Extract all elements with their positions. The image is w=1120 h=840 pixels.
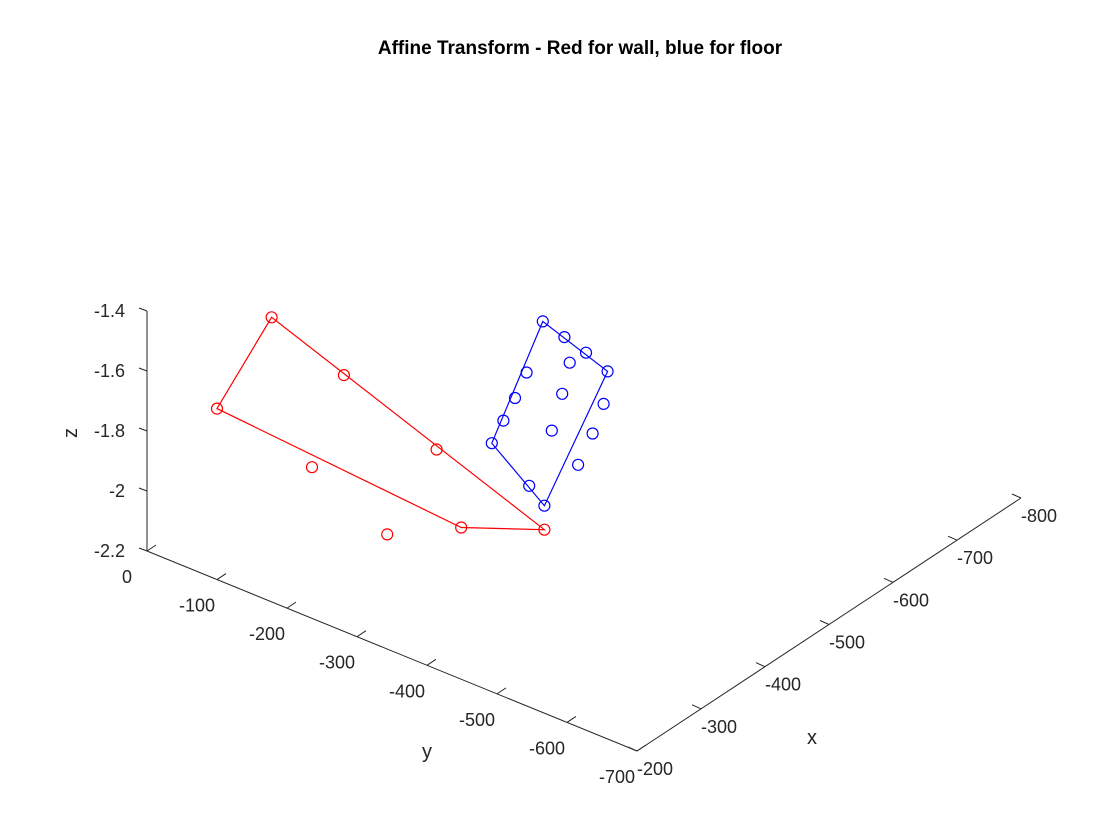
- data-point: [601, 365, 614, 378]
- data-point: [579, 346, 593, 359]
- y-tick-label: -200: [249, 624, 285, 644]
- y-tick: [216, 573, 227, 580]
- x-tick-label: -200: [637, 759, 673, 779]
- x-tick-label: -500: [829, 633, 865, 653]
- z-axis-label: z: [60, 428, 82, 438]
- axes: [146, 311, 1022, 752]
- series-0: [210, 311, 551, 541]
- data-point: [545, 424, 558, 437]
- x-tick: [947, 535, 958, 541]
- y-tick-label: -400: [389, 681, 425, 701]
- data-point: [597, 397, 610, 410]
- x-tick: [627, 746, 638, 752]
- data-point: [430, 443, 443, 456]
- y-tick: [426, 658, 437, 666]
- y-tick: [566, 716, 577, 723]
- x-tick: [1011, 493, 1022, 499]
- axis-ticks: [138, 307, 1022, 752]
- y-tick-label: -500: [459, 710, 495, 730]
- data-point: [586, 427, 599, 440]
- data-point: [305, 461, 319, 474]
- y-tick-label: 0: [122, 567, 132, 587]
- data-point: [523, 479, 536, 492]
- x-tick-label: -400: [765, 675, 801, 695]
- z-tick: [138, 427, 148, 432]
- y-tick-label: -600: [529, 738, 565, 758]
- data-point: [556, 387, 569, 400]
- data-point: [563, 356, 576, 369]
- data-point: [536, 315, 549, 328]
- data-point: [558, 331, 571, 344]
- x-tick: [883, 577, 894, 583]
- data-point: [508, 391, 522, 405]
- z-tick-label: -1.6: [94, 361, 125, 381]
- y-axis-line: [146, 550, 638, 752]
- z-tick: [138, 307, 148, 312]
- y-tick: [356, 630, 367, 638]
- z-tick: [138, 547, 148, 552]
- y-tick: [286, 601, 297, 609]
- data-point: [210, 402, 224, 415]
- z-tick-label: -2.2: [94, 541, 125, 561]
- series-layer: [210, 311, 614, 541]
- series-outline: [216, 316, 547, 531]
- data-point: [337, 369, 350, 382]
- z-tick-label: -1.4: [94, 301, 125, 321]
- data-point: [571, 458, 585, 471]
- x-tick: [691, 704, 702, 710]
- y-tick-label: -100: [179, 596, 215, 616]
- z-tick: [138, 487, 148, 492]
- x-tick: [755, 662, 766, 668]
- x-tick-label: -600: [893, 590, 929, 610]
- y-tick: [496, 687, 507, 695]
- x-tick: [819, 620, 830, 625]
- z-tick-label: -2: [109, 481, 125, 501]
- data-point: [265, 311, 278, 324]
- x-tick-label: -800: [1021, 506, 1057, 526]
- series-1: [485, 315, 614, 512]
- series-outline: [491, 320, 609, 507]
- y-tick: [146, 544, 157, 552]
- data-point: [455, 521, 468, 534]
- data-point: [538, 523, 551, 536]
- data-point: [497, 414, 510, 427]
- x-tick-label: -700: [957, 548, 993, 568]
- y-axis-label: y: [422, 741, 432, 763]
- x-tick-label: -300: [701, 717, 737, 737]
- y-tick-label: -300: [319, 653, 355, 673]
- data-point: [520, 366, 533, 379]
- axis-tick-labels: -200 -300 -400 -500 -600 -700 -800 0 -100 -200 -30…: [94, 301, 1057, 787]
- y-tick: [636, 744, 647, 752]
- data-point: [538, 499, 551, 512]
- chart-title: Affine Transform - Red for wall, blue fo…: [378, 38, 783, 59]
- x-axis-label: x: [807, 727, 817, 749]
- y-tick-label: -700: [599, 767, 635, 787]
- z-tick-label: -1.8: [94, 421, 125, 441]
- z-tick: [138, 367, 148, 372]
- data-point: [381, 528, 394, 541]
- data-point: [485, 437, 498, 450]
